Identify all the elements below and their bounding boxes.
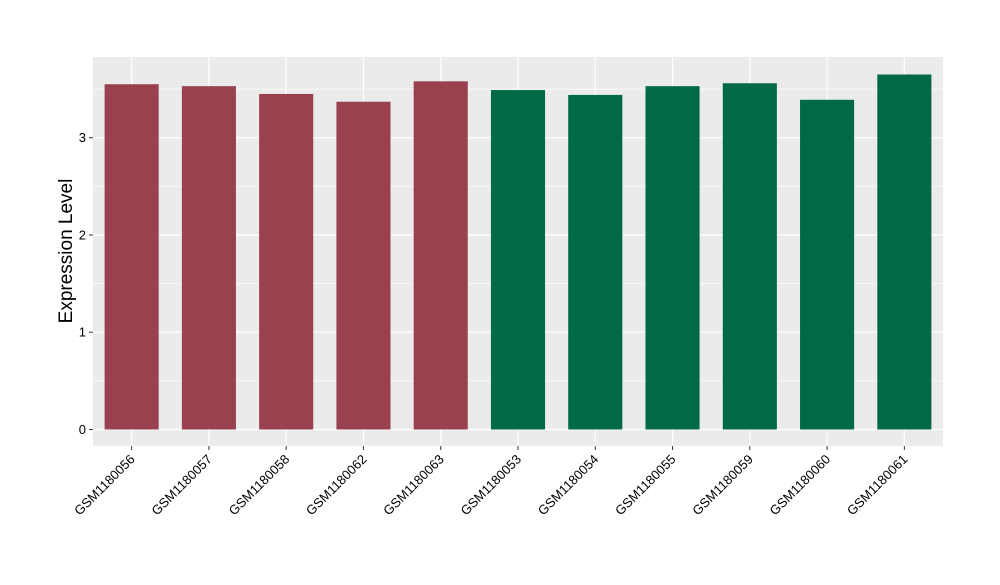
x-tick-label: GSM1180055: [612, 452, 679, 519]
y-tick-label: 3: [79, 130, 86, 145]
x-tick-label: GSM1180054: [535, 452, 602, 519]
y-tick-label: 1: [79, 325, 86, 340]
y-axis: 0 1 2 3: [79, 130, 93, 437]
y-tick-label: 2: [79, 227, 86, 242]
y-tick-label: 0: [79, 422, 86, 437]
x-tick-label: GSM1180058: [226, 452, 293, 519]
x-tick-label: GSM1180059: [689, 452, 756, 519]
x-tick-label: GSM1180053: [457, 452, 524, 519]
bar-GSM1180057: [181, 86, 236, 430]
x-axis: GSM1180056 GSM1180057 GSM1180058 GSM1180062…: [71, 446, 910, 518]
x-tick-label: GSM1180060: [767, 452, 834, 519]
bar-GSM1180055: [645, 86, 700, 430]
bar-GSM1180063: [413, 81, 468, 430]
bar-GSM1180060: [800, 99, 855, 430]
x-tick-label: GSM1180056: [71, 452, 138, 519]
bar-GSM1180059: [722, 83, 777, 430]
bar-GSM1180062: [336, 101, 391, 430]
x-tick-label: GSM1180063: [380, 452, 447, 519]
bar-GSM1180056: [104, 84, 159, 430]
x-tick-label: GSM1180061: [844, 452, 911, 519]
bars: [104, 74, 932, 430]
bar-GSM1180058: [259, 93, 314, 430]
x-tick-label: GSM1180057: [148, 452, 215, 519]
y-axis-label: Expression Level: [56, 179, 77, 324]
bar-GSM1180053: [490, 90, 546, 430]
x-tick-label: GSM1180062: [303, 452, 370, 519]
bar-GSM1180061: [877, 74, 932, 430]
bar-GSM1180054: [568, 94, 623, 430]
